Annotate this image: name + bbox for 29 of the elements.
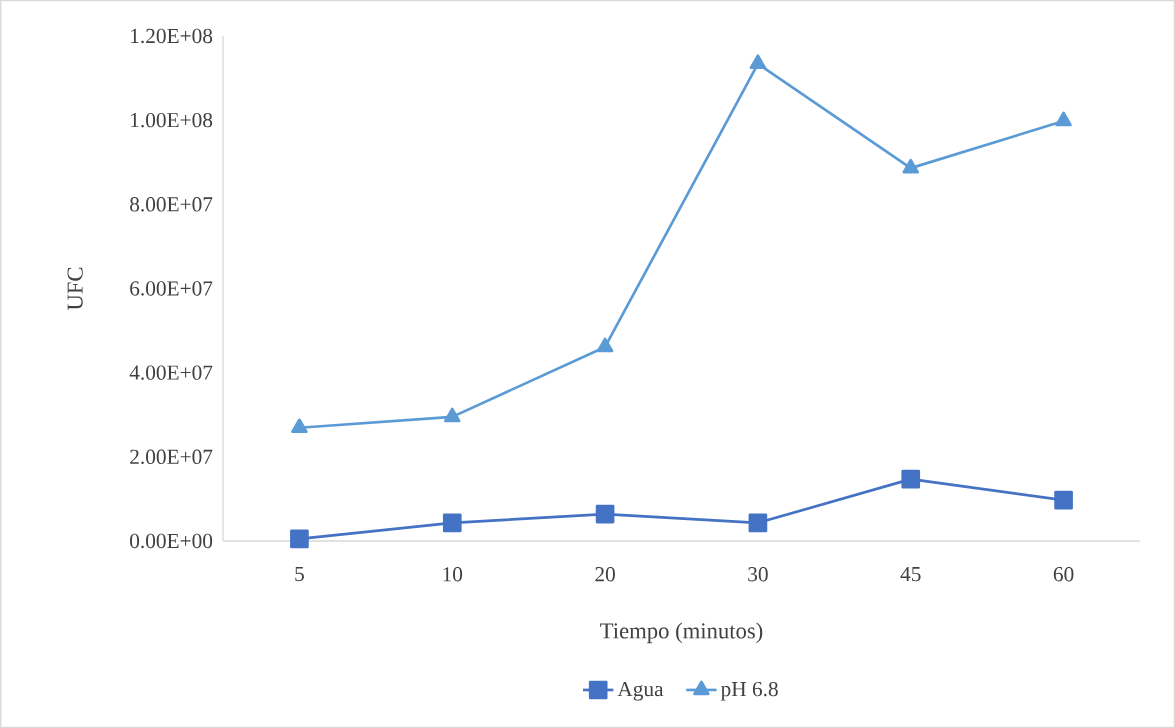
x-tick-label: 10: [443, 567, 463, 582]
y-tick-label: 1.20E+08: [131, 28, 213, 44]
y-tick-label: 6.00E+07: [130, 281, 213, 296]
point: [443, 407, 461, 423]
point: [595, 504, 615, 524]
point: [290, 529, 309, 549]
point: [902, 158, 920, 174]
x-axis-title: Tiempo (minutos): [600, 622, 763, 644]
x-tick-label: 60: [1053, 567, 1074, 582]
point: [1054, 490, 1073, 510]
y-tick-label: 0.00E+00: [130, 533, 213, 549]
y-tick-label: 2.00E+07: [130, 449, 213, 465]
point: [291, 418, 308, 434]
y-tick-label: 8.00E+07: [130, 197, 213, 212]
point: [442, 513, 462, 533]
y-tick-label: 4.00E+07: [129, 365, 213, 380]
point: [596, 337, 614, 353]
y-tick-label: 1.00E+08: [131, 112, 213, 128]
point: [1055, 111, 1072, 127]
point: [901, 469, 921, 489]
x-tick-label: 20: [595, 567, 615, 582]
y-axis-title: UFC: [67, 267, 83, 311]
point: [748, 513, 768, 533]
x-tick-label: 30: [748, 567, 768, 582]
x-tick-label: 5: [295, 567, 304, 582]
legend-label: Agua: [617, 681, 664, 701]
legend-label: pH 6.8: [720, 681, 778, 701]
point: [749, 54, 767, 70]
x-tick-label: 45: [900, 567, 921, 582]
